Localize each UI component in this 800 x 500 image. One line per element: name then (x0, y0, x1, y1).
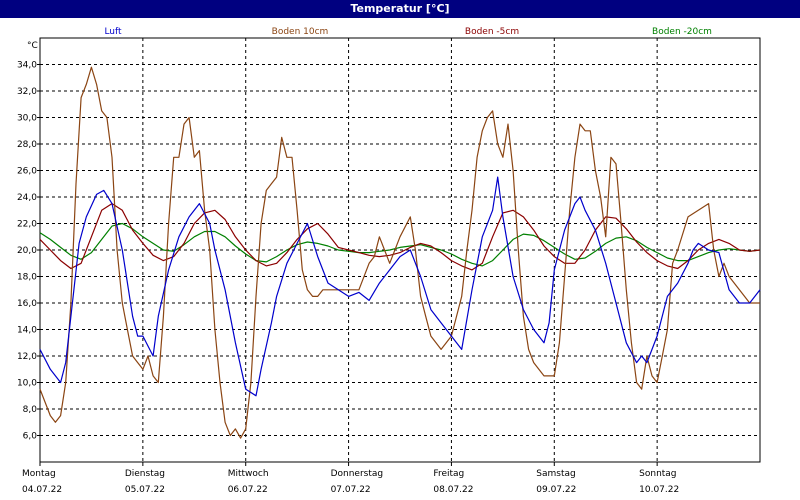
y-tick-label: 14,0 (17, 326, 37, 336)
legend-item: Boden -5cm (465, 27, 519, 37)
x-tick-day: Sonntag (639, 469, 676, 479)
y-tick-label: 28,0 (17, 140, 37, 150)
y-tick-label: 32,0 (17, 87, 37, 97)
x-tick-day: Dienstag (125, 469, 165, 479)
x-tick-date: 05.07.22 (125, 485, 165, 495)
y-tick-label: 22,0 (17, 220, 37, 230)
y-tick-label: 6,0 (23, 432, 38, 442)
y-tick-label: 16,0 (17, 299, 37, 309)
y-tick-label: 18,0 (17, 273, 37, 283)
series-line (39, 203, 761, 271)
x-tick-date: 09.07.22 (536, 485, 576, 495)
series-line (39, 176, 761, 397)
legend-item: Boden -20cm (652, 27, 712, 37)
legend-item: Luft (104, 27, 122, 37)
legend: Luft Boden 10cm Boden -5cm Boden -20cm (104, 27, 712, 37)
y-tick-label: 8,0 (23, 405, 38, 415)
series-line (39, 66, 760, 439)
x-tick-date: 06.07.22 (228, 485, 268, 495)
x-tick-day: Mittwoch (228, 469, 269, 479)
y-tick-label: 20,0 (17, 246, 37, 256)
y-tick-label: 34,0 (17, 61, 37, 71)
x-tick-day: Montag (22, 469, 56, 479)
x-tick-date: 10.07.22 (639, 485, 679, 495)
y-tick-label: 10,0 (17, 379, 37, 389)
y-tick-label: 24,0 (17, 193, 37, 203)
x-tick-labels: Montag 04.07.22 Dienstag 05.07.22 Mittwoch 06… (22, 469, 679, 495)
x-tick-day: Freitag (433, 469, 464, 479)
x-tick-date: 07.07.22 (331, 485, 371, 495)
x-tick-day: Samstag (536, 469, 575, 479)
y-tick-label: 12,0 (17, 352, 37, 362)
y-tick-label: 26,0 (17, 167, 37, 177)
y-unit-label: °C (27, 41, 38, 51)
x-tick-day: Donnerstag (331, 469, 384, 479)
legend-item: Boden 10cm (272, 27, 329, 37)
y-tick-label: 30,0 (17, 114, 37, 124)
series-line (39, 222, 761, 267)
x-tick-date: 08.07.22 (433, 485, 473, 495)
y-tick-labels: 6,0 8,0 10,0 12,0 14,0 16,0 18,0 20,0 22,0 24,0 26… (17, 61, 37, 442)
x-tick-date: 04.07.22 (22, 485, 62, 495)
series-lines (39, 66, 761, 439)
chart-title: Temperatur [°C] (0, 0, 800, 18)
